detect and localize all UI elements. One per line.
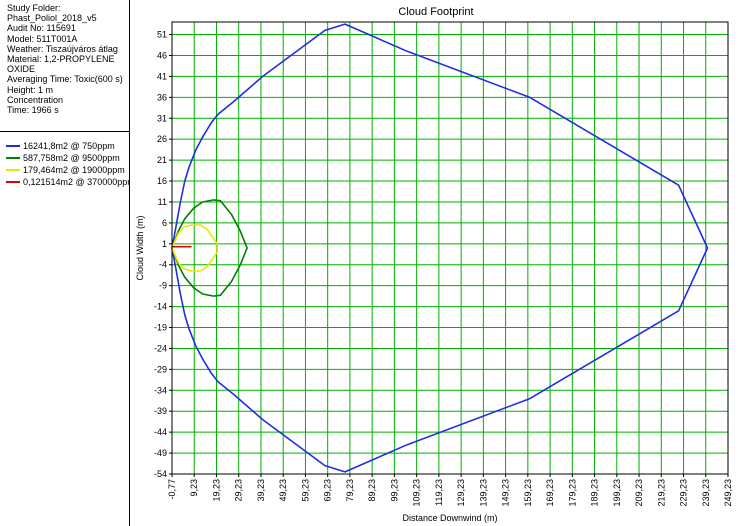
x-tick-label: 249,23 [723,479,733,507]
series-layer [171,23,709,473]
legend-swatch [6,181,20,184]
x-tick-label: 239,23 [701,479,711,507]
x-tick-label: 119,23 [434,479,444,506]
grid [171,22,729,475]
y-tick-label: 41 [157,71,167,81]
legend-entry: 587,758m2 @ 9500ppm [6,152,130,164]
y-tick-label: 6 [162,218,167,228]
series-line [171,224,218,272]
x-tick-label: 19,23 [211,479,221,502]
info-line: Material: 1,2-PROPYLENE [7,53,115,64]
y-tick-label: -49 [154,448,167,458]
chart-title: Cloud Footprint [398,6,473,18]
x-tick-label: 139,23 [478,479,488,507]
y-tick-label: 21 [157,155,167,165]
y-tick-label: -19 [154,323,167,333]
y-tick-label: 36 [157,92,167,102]
x-axis-label: Distance Downwind (m) [402,513,497,523]
x-tick-label: 9,23 [189,479,199,497]
y-tick-label: 46 [157,50,167,60]
x-tick-label: 149,23 [501,479,511,507]
legend-label: 587,758m2 @ 9500ppm [23,153,120,164]
y-tick-label: -54 [154,469,167,479]
x-tick-label: 69,23 [323,479,333,502]
info-line: Audit No: 115691 [7,23,76,34]
y-tick-label: 16 [157,176,167,186]
legend: 16241,8m2 @ 750ppm 587,758m2 @ 9500ppm 1… [6,140,130,188]
x-tick-label: 89,23 [367,479,377,502]
x-tick-label: 109,23 [412,479,422,507]
y-tick-label: -29 [154,364,167,374]
info-line: Weather: Tiszaújváros átlag [7,43,118,54]
x-tick-label: 29,23 [234,479,244,502]
info-line: Height: 1 m [7,84,54,95]
x-tick-label: 189,23 [590,479,600,507]
study-info: Study Folder: Phast_Poliol_2018_v5 Audit… [7,3,123,115]
x-tick-label: 49,23 [278,479,288,502]
y-tick-label: -4 [159,260,167,270]
legend-label: 16241,8m2 @ 750ppm [23,141,115,151]
x-tick-label: -0,77 [167,479,177,500]
y-tick-label: 51 [157,30,167,40]
y-axis-ticks: 51 46 41 36 31 26 21 16 11 6 1 -4 -9 -14 -19 -24 -29 -34 -… [154,30,172,479]
x-tick-label: 199,23 [612,479,622,507]
y-tick-label: 31 [157,113,167,123]
y-tick-label: -34 [154,385,167,395]
info-line: Model: 511T001A [7,33,78,44]
legend-swatch [6,145,20,148]
legend-swatch [6,169,20,172]
x-tick-label: 209,23 [634,479,644,507]
y-tick-label: -44 [154,427,167,437]
legend-entry: 0,121514m2 @ 370000ppm [6,176,130,188]
x-tick-label: 169,23 [545,479,555,507]
chart: Cloud Footprint 51 46 41 36 31 26 21 16 11 6 1 -4 -9… [135,6,733,523]
x-tick-label: 39,23 [256,479,266,502]
info-line: Time: 1966 s [7,104,59,115]
plot-frame [171,21,729,475]
series-line [171,23,709,473]
y-tick-label: 11 [158,197,167,207]
x-tick-label: 229,23 [679,479,689,507]
x-tick-label: 129,23 [456,479,466,507]
y-tick-label: -24 [154,343,167,353]
info-line: Study Folder: [7,3,61,13]
x-tick-label: 179,23 [567,479,577,507]
x-tick-label: 99,23 [389,479,399,502]
legend-label: 179,464m2 @ 19000ppm [23,165,125,176]
side-panel: Study Folder: Phast_Poliol_2018_v5 Audit… [0,0,130,526]
y-tick-label: -9 [159,281,167,291]
legend-entry: 179,464m2 @ 19000ppm [6,164,130,176]
x-tick-label: 59,23 [300,479,310,502]
panel-divider [0,131,130,132]
y-tick-label: 26 [157,134,167,144]
x-tick-label: 79,23 [345,479,355,502]
x-tick-label: 159,23 [523,479,533,507]
series-line [171,199,248,297]
info-line: Concentration [7,94,64,105]
info-line: Averaging Time: Toxic(600 s) [7,74,123,85]
legend-swatch [6,157,20,160]
legend-entry: 16241,8m2 @ 750ppm [6,140,130,152]
x-axis-ticks: -0,77 9,23 19,23 29,23 39,23 49,23 59,23 69,23 7… [167,474,733,507]
info-line: OXIDE [7,64,36,75]
info-line: Phast_Poliol_2018_v5 [7,13,97,24]
y-tick-label: -39 [154,406,167,416]
legend-label: 0,121514m2 @ 370000ppm [23,177,130,188]
x-tick-label: 219,23 [656,479,666,507]
y-tick-label: 1 [162,239,167,249]
y-axis-label: Cloud Width (m) [135,215,145,280]
y-tick-label: -14 [154,302,167,312]
